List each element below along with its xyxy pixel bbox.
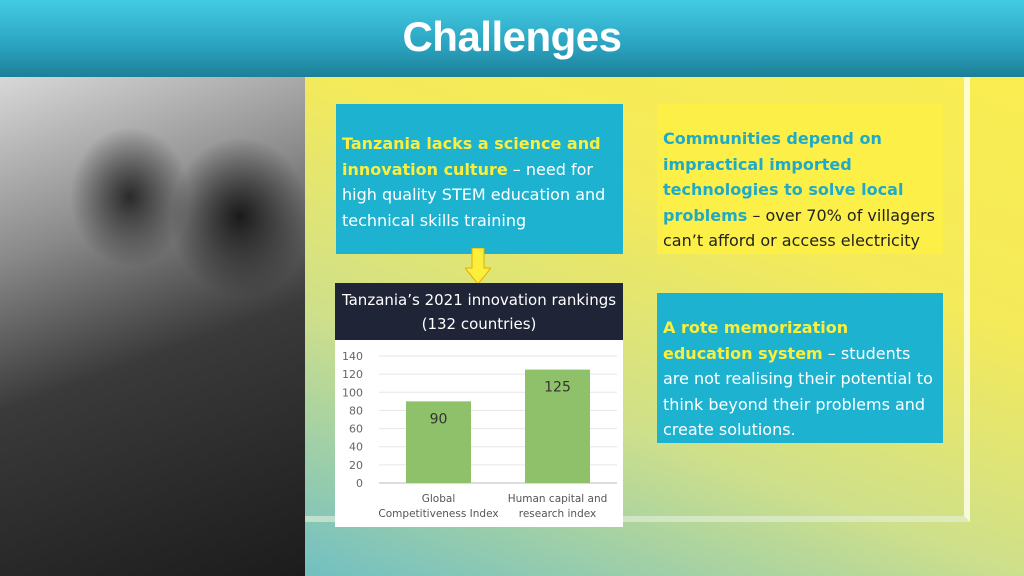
challenge-heading: Tanzania lacks a science and innovation … xyxy=(342,134,601,179)
bar-chart: 0 20 40 60 80 100 120 140 90 Global Competitivenes… xyxy=(335,340,623,527)
chart-title-line: (132 countries) xyxy=(421,315,537,333)
challenge-text: – over 70% of villagers can’t afford or … xyxy=(663,205,935,251)
challenge-heading: A rote memorization education system xyxy=(663,318,849,363)
chart-title-line: Tanzania’s 2021 innovation rankings xyxy=(341,291,617,309)
challenge-text: – need for high quality STEM education a… xyxy=(342,159,606,230)
y-tick-label: 80 xyxy=(349,404,363,417)
challenge-text: – students are not realising their poten… xyxy=(663,343,933,440)
challenge-heading: Communities depend on impractical import… xyxy=(663,129,904,225)
data-label: 90 xyxy=(430,411,448,427)
chart-title: Tanzania’s 2021 innovation rankings (132… xyxy=(335,283,623,340)
page-title: Challenges xyxy=(402,13,622,60)
y-tick-label: 100 xyxy=(342,386,363,399)
y-tick-label: 20 xyxy=(349,459,363,472)
bar xyxy=(525,369,590,483)
students-photo xyxy=(0,77,305,576)
y-tick-label: 40 xyxy=(349,441,363,454)
y-tick-label: 140 xyxy=(342,350,363,363)
arrow-down-icon xyxy=(465,248,491,284)
x-tick-label: research index xyxy=(519,508,597,520)
y-tick-label: 0 xyxy=(356,477,363,490)
header: Challenges xyxy=(0,0,1024,77)
challenge-imported-tech: Communities depend on impractical import… xyxy=(657,104,943,254)
y-tick-label: 120 xyxy=(342,368,363,381)
x-tick-label: Global xyxy=(422,493,456,505)
bar xyxy=(406,401,471,483)
challenge-science-culture: Tanzania lacks a science and innovation … xyxy=(336,104,623,254)
data-label: 125 xyxy=(544,380,571,396)
y-tick-label: 60 xyxy=(349,423,363,436)
x-tick-label: Competitiveness Index xyxy=(378,508,498,520)
challenge-rote-memorization: A rote memorization education system – s… xyxy=(657,293,943,443)
x-tick-label: Human capital and xyxy=(508,493,608,505)
content-panel xyxy=(305,77,970,522)
